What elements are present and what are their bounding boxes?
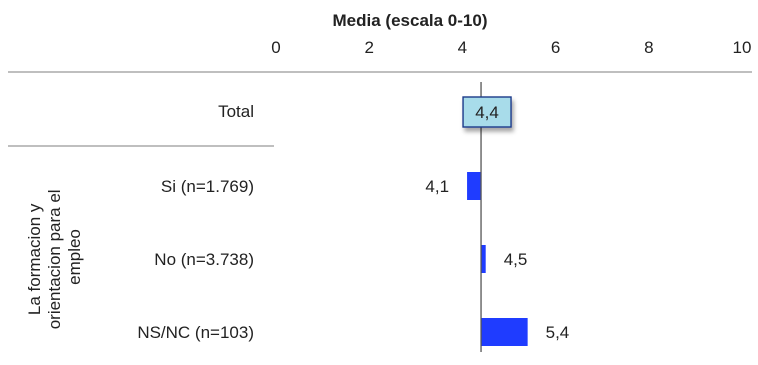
bar <box>481 318 528 346</box>
total-value-label: 4,4 <box>475 103 499 122</box>
bar <box>481 245 486 273</box>
x-tick-label: 2 <box>364 38 373 57</box>
chart-title: Media (escala 0-10) <box>333 11 488 30</box>
category-label: Si (n=1.769) <box>161 177 254 196</box>
category-label: No (n=3.738) <box>154 250 254 269</box>
x-tick-label: 4 <box>458 38 467 57</box>
bar <box>467 172 482 200</box>
bar-value-label: 4,5 <box>504 250 528 269</box>
group-axis-label-line-2: orientacion para el <box>45 189 64 329</box>
group-axis-label-line-1: La formacion y <box>25 203 44 315</box>
total-row-label: Total <box>218 102 254 121</box>
x-axis-ticks: 0 2 4 6 8 10 <box>271 38 751 57</box>
x-tick-label: 10 <box>733 38 752 57</box>
x-tick-label: 0 <box>271 38 280 57</box>
total-value-box-bg <box>462 96 512 128</box>
total-value-box: 4,4 <box>462 96 512 128</box>
category-labels: Si (n=1.769) No (n=3.738) NS/NC (n=103) <box>137 177 254 342</box>
bars: 4,1 4,5 5,4 <box>425 172 569 346</box>
category-label: NS/NC (n=103) <box>137 323 254 342</box>
bar-value-label: 4,1 <box>425 177 449 196</box>
x-tick-label: 8 <box>644 38 653 57</box>
bar-value-label: 5,4 <box>546 323 570 342</box>
x-tick-label: 6 <box>551 38 560 57</box>
group-axis-label: La formacion y orientacion para el emple… <box>25 185 84 330</box>
group-axis-label-line-3: empleo <box>65 229 84 285</box>
